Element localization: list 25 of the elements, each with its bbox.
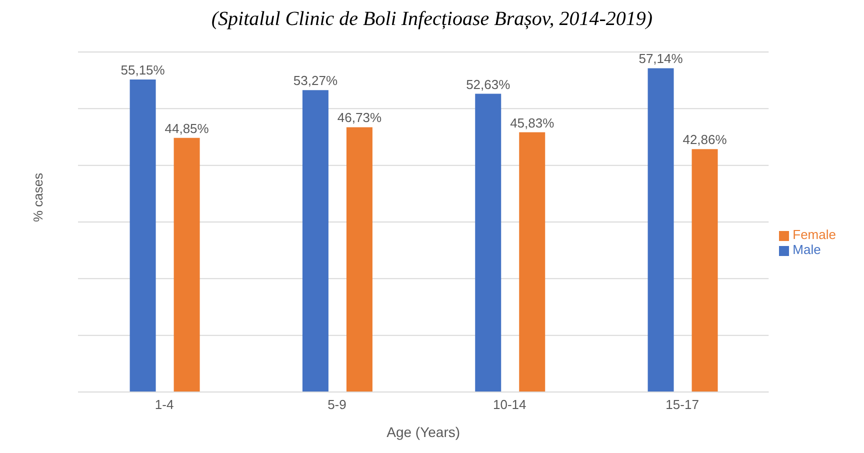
x-tick-label: 1-4 (154, 397, 174, 412)
data-label: 46,73% (337, 110, 382, 126)
data-label: 52,63% (466, 76, 511, 92)
legend-label: Male (792, 242, 821, 257)
data-label: 44,85% (164, 120, 210, 136)
x-tick-label: 5-9 (328, 397, 346, 412)
x-tick-label: 15-17 (666, 397, 699, 412)
legend-label: Female (792, 227, 836, 242)
bar (302, 90, 328, 392)
data-label: 57,14% (638, 51, 684, 66)
x-axis-title: Age (Years) (386, 424, 460, 440)
chart-title: (Spitalul Clinic de Boli Infecțioase Brașov, 2014-2019) (210, 8, 654, 32)
bar (692, 149, 718, 392)
bar (174, 138, 200, 392)
data-label: 53,27% (293, 73, 338, 88)
data-label: 45,83% (510, 115, 555, 130)
bar (475, 94, 502, 392)
data-label: 55,15% (120, 62, 166, 78)
data-label: 42,86% (682, 132, 728, 148)
y-axis-title: % cases (30, 172, 46, 222)
bar (519, 132, 546, 392)
bar (130, 79, 156, 392)
x-tick-label: 10-14 (493, 397, 526, 412)
bar (648, 68, 674, 392)
bar (346, 127, 372, 392)
